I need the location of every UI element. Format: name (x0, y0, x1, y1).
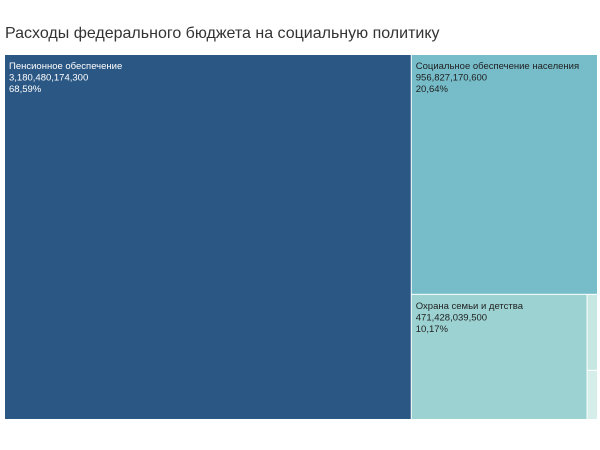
tile-value-2: 471,428,039,500 (416, 312, 487, 323)
tile-label-2: Охрана семьи и детства (416, 301, 524, 312)
treemap-tile-1[interactable]: Социальное обеспечение населения956,827,… (411, 55, 597, 294)
treemap-tile-0[interactable]: Пенсионное обеспечение3,180,480,174,3006… (5, 55, 411, 419)
treemap-tile-2[interactable]: Охрана семьи и детства471,428,039,50010,… (411, 294, 587, 419)
tile-label-0: Пенсионное обеспечение (9, 61, 122, 72)
treemap-rect-3[interactable] (587, 294, 597, 370)
treemap-rect-1[interactable] (411, 55, 597, 294)
tile-value-0: 3,180,480,174,300 (9, 73, 88, 84)
treemap-rect-0[interactable] (5, 55, 411, 419)
tile-value-1: 956,827,170,600 (416, 73, 487, 84)
treemap-chart: Пенсионное обеспечение3,180,480,174,3006… (5, 55, 597, 419)
chart-title: Расходы федерального бюджета на социальн… (5, 25, 440, 42)
tile-share-1: 20,64% (416, 84, 449, 95)
treemap-tile-4[interactable] (587, 370, 597, 419)
treemap-tile-3[interactable] (587, 294, 597, 370)
treemap-rect-2[interactable] (411, 294, 587, 419)
treemap-rect-4[interactable] (587, 370, 597, 419)
tile-share-0: 68,59% (9, 84, 42, 95)
tile-label-1: Социальное обеспечение населения (416, 61, 579, 72)
tile-share-2: 10,17% (416, 324, 449, 335)
